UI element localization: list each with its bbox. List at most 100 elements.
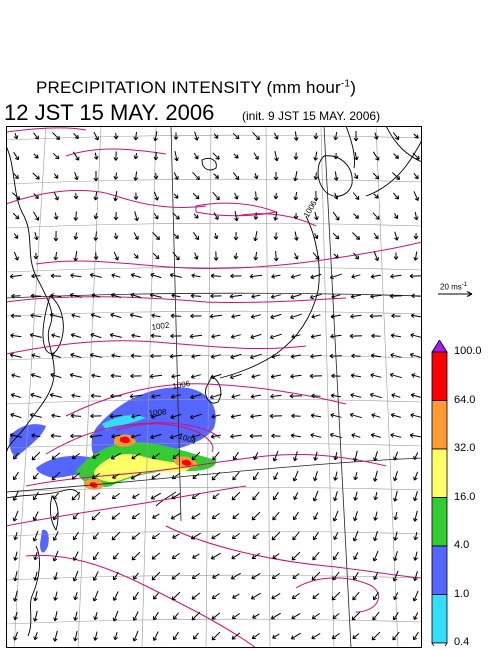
coast-japan-kyushu xyxy=(205,375,222,404)
wind-arrow xyxy=(309,293,322,300)
coast-ryukyu xyxy=(155,491,177,507)
wind-arrow xyxy=(213,212,219,220)
wind-arrow xyxy=(290,373,302,379)
wind-arrow xyxy=(293,192,299,201)
wind-arrow xyxy=(352,633,360,639)
wind-arrow xyxy=(313,471,318,482)
wind-arrow xyxy=(313,151,319,161)
wind-arrow xyxy=(333,491,338,502)
wind-arrow xyxy=(110,293,121,298)
wind-arrow xyxy=(353,552,359,561)
wind-arrow xyxy=(13,570,18,582)
wind-arrow xyxy=(51,471,61,481)
wind-arrow xyxy=(353,173,359,180)
wind-arrow xyxy=(253,471,259,481)
wind-arrow xyxy=(149,292,162,298)
wind-arrow xyxy=(30,293,42,299)
wind-arrow xyxy=(253,251,259,261)
wind-arrow xyxy=(413,491,418,502)
coast-sea-island xyxy=(201,157,217,171)
wind-arrow xyxy=(413,531,419,541)
wind-arrow xyxy=(213,133,219,139)
wind-arrow xyxy=(230,273,242,279)
wind-arrow xyxy=(53,173,59,179)
wind-arrow xyxy=(93,213,99,220)
wind-arrow xyxy=(31,433,41,439)
wind-arrow xyxy=(9,432,22,438)
wind-arrow xyxy=(74,172,79,181)
wind-arrow xyxy=(253,231,258,242)
wind-arrow xyxy=(351,353,361,359)
wind-arrow xyxy=(194,131,199,141)
wind-arrow xyxy=(153,151,159,161)
wind-arrow xyxy=(73,531,79,541)
wind-arrow xyxy=(34,232,39,241)
wind-arrow xyxy=(91,492,101,500)
wind-arrow xyxy=(249,273,263,279)
wind-arrow xyxy=(191,434,201,439)
wind-arrow xyxy=(93,551,99,561)
wind-arrow xyxy=(191,512,201,520)
wind-arrow xyxy=(211,333,221,339)
wind-arrow xyxy=(130,373,142,379)
wind-arrow xyxy=(230,353,242,360)
wind-arrow xyxy=(393,192,400,200)
wind-arrow xyxy=(351,433,361,438)
coast-asia-mainland xyxy=(6,145,55,457)
wind-arrow xyxy=(150,272,162,279)
wind-arrow xyxy=(233,153,239,159)
wind-arrow xyxy=(391,313,401,319)
wind-arrow xyxy=(13,452,19,460)
wind-scale-arrow xyxy=(438,291,473,297)
wind-arrow xyxy=(191,353,201,359)
wind-arrow xyxy=(413,232,419,240)
wind-arrow xyxy=(373,470,378,482)
wind-arrow xyxy=(232,172,240,181)
wind-arrow xyxy=(270,313,282,320)
valid-time: 12 JST 15 MAY. 2006 xyxy=(4,100,215,125)
wind-arrow xyxy=(273,132,279,140)
wind-arrow xyxy=(232,471,240,481)
wind-arrow xyxy=(13,590,18,602)
wind-arrow xyxy=(91,472,100,480)
wind-arrow xyxy=(249,353,262,360)
wind-arrow xyxy=(170,512,181,520)
wind-arrow xyxy=(52,531,59,541)
wind-arrow xyxy=(153,611,159,621)
wind-arrow xyxy=(71,393,81,399)
wind-arrow xyxy=(29,412,42,418)
wind-arrow xyxy=(91,293,101,298)
wind-arrow xyxy=(191,451,201,461)
wind-arrow xyxy=(292,531,300,541)
wind-arrow xyxy=(349,333,363,339)
wind-arrow xyxy=(252,491,260,501)
wind-arrow xyxy=(333,471,338,481)
wind-arrow xyxy=(133,192,139,200)
wind-arrow xyxy=(171,373,181,379)
wind-arrow xyxy=(53,572,58,581)
wind-arrow xyxy=(333,132,339,141)
wind-arrow xyxy=(270,393,282,399)
title-close: ) xyxy=(350,78,357,97)
wind-arrow xyxy=(352,232,361,240)
wind-arrow xyxy=(133,572,139,580)
wind-arrow xyxy=(210,293,222,299)
wind-arrow xyxy=(332,571,340,581)
wind-arrow xyxy=(91,511,101,521)
chart-title: PRECIPITATION INTENSITY (mm hour-1) xyxy=(36,78,356,98)
colorbar-label: 0.4 xyxy=(454,636,470,648)
wind-arrow xyxy=(350,393,362,398)
wind-arrow xyxy=(231,532,240,540)
wind-arrow xyxy=(210,373,222,380)
wind-arrow xyxy=(331,373,341,379)
wind-arrow xyxy=(50,353,61,358)
wind-arrow xyxy=(234,211,239,222)
wind-arrow xyxy=(413,631,419,641)
wind-arrow xyxy=(291,612,301,620)
wind-arrow xyxy=(393,451,399,461)
coast-china-south xyxy=(6,489,80,501)
wind-arrow xyxy=(353,151,359,161)
wind-arrow xyxy=(353,471,359,481)
wind-arrow xyxy=(134,211,139,222)
wind-arrow xyxy=(71,313,81,318)
